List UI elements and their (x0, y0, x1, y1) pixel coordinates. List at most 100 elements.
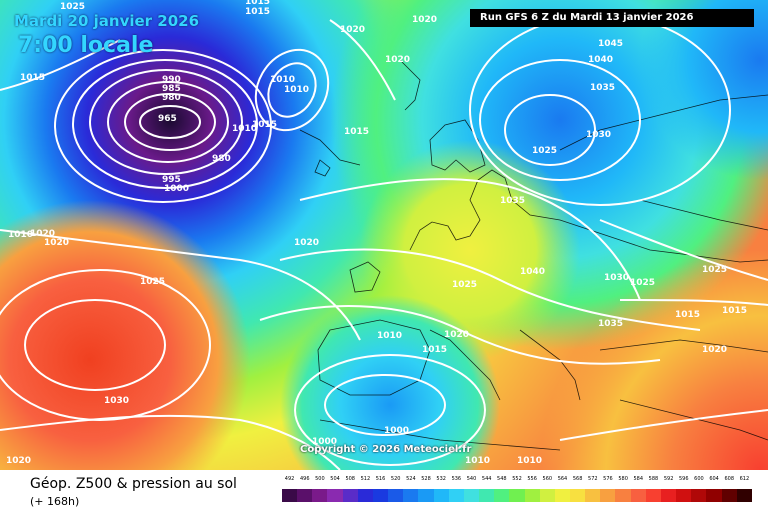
legend-swatch (615, 489, 631, 502)
isobar-label: 1030 (604, 273, 629, 283)
color-legend: 492 496 500 504 508 512 516 520 524 528 532 536 540 5… (282, 476, 752, 508)
isobar-label: 965 (158, 114, 177, 124)
isobar-label: 1000 (384, 426, 409, 436)
isobar-label: 1000 (312, 437, 337, 447)
product-title: Géop. Z500 & pression au sol (30, 476, 237, 492)
legend-swatch (660, 489, 677, 502)
footer-bar: Géop. Z500 & pression au sol (+ 168h) 49… (0, 470, 768, 512)
isobar-label: 1030 (104, 396, 129, 406)
legend-tick-label: 496 (299, 476, 310, 482)
isobar-label: 1015 (722, 306, 747, 316)
legend-tick-label: 588 (648, 476, 659, 482)
forecast-hour-label: (+ 168h) (30, 495, 80, 508)
isobar-label: 1015 (422, 345, 447, 355)
isobar-label: 1015 (20, 73, 45, 83)
isobar-label: 1025 (140, 277, 165, 287)
legend-swatch (676, 489, 692, 502)
legend-swatch (645, 489, 661, 502)
legend-tick-label: 536 (451, 476, 462, 482)
map-canvas: 1025 1015 1015 1020 1015 990 985 980 965… (0, 0, 768, 470)
legend-swatch (433, 489, 449, 502)
legend-tick-label: 604 (709, 476, 719, 482)
isobar-label: 1015 (252, 120, 277, 130)
legend-color-bar (282, 489, 752, 502)
isobar-label: 1015 (344, 127, 369, 137)
isobar-label: 1020 (412, 15, 437, 25)
isobar-label: 1045 (598, 39, 623, 49)
isobar-label: 980 (162, 93, 181, 103)
copyright-label: Copyright © 2026 Meteociel.fr (300, 444, 472, 455)
isobar-label: 1025 (532, 146, 557, 156)
coastlines (299, 59, 768, 451)
legend-tick-label: 584 (633, 476, 644, 482)
legend-tick-label: 596 (678, 476, 689, 482)
isobar-label: 1025 (452, 280, 477, 290)
legend-tick-label: 520 (390, 476, 401, 482)
valid-date-label: Mardi 20 janvier 2026 (14, 12, 200, 30)
legend-swatch (479, 489, 495, 502)
isobar-label: 1025 (630, 278, 655, 288)
legend-tick-label: 564 (557, 476, 568, 482)
isobar-label: 1030 (586, 130, 611, 140)
isobar-label: 1020 (385, 55, 410, 65)
legend-swatch (372, 489, 389, 502)
isobar-label: 990 (162, 75, 181, 85)
legend-tick-label: 532 (436, 476, 446, 482)
legend-labels: 492 496 500 504 508 512 516 520 524 528 532 536 540 5… (282, 476, 752, 486)
legend-tick-label: 600 (694, 476, 704, 482)
legend-tick-label: 540 (466, 476, 477, 482)
legend-swatch (630, 489, 646, 502)
legend-swatch (736, 489, 752, 502)
isobar-label: 1010 (232, 124, 257, 134)
legend-tick-label: 528 (421, 476, 431, 482)
isobars (0, 14, 768, 470)
isobar-label: 1015 (245, 0, 270, 7)
legend-tick-label: 508 (345, 476, 355, 482)
isobar-label: 1000 (164, 184, 189, 194)
legend-swatch (585, 489, 601, 502)
legend-swatch (539, 489, 555, 502)
legend-swatch (569, 489, 586, 502)
legend-swatch (509, 489, 525, 502)
isobar-label: 1040 (520, 267, 545, 277)
isobar-label: 1015 (675, 310, 700, 320)
isobar-label: 1020 (44, 238, 69, 248)
isobar-label: 1020 (294, 238, 319, 248)
legend-tick-label: 572 (588, 476, 598, 482)
isobar-label: 1040 (588, 55, 613, 65)
weather-map: 1025 1015 1015 1020 1015 990 985 980 965… (0, 0, 768, 470)
isobar-label: 1025 (60, 2, 85, 12)
isobar-label: 1020 (6, 456, 31, 466)
isobar-label: 985 (162, 84, 181, 94)
model-run-label: Run GFS 6 Z du Mardi 13 janvier 2026 (470, 9, 754, 27)
legend-tick-label: 548 (497, 476, 507, 482)
legend-swatch (297, 489, 313, 502)
legend-swatch (388, 489, 404, 502)
isobar-label: 1010 (465, 456, 490, 466)
isobar-label: 1010 (8, 230, 33, 240)
isobar-label: 1010 (284, 85, 309, 95)
isobar-label: 1010 (377, 331, 402, 341)
legend-swatch (312, 489, 328, 502)
legend-tick-label: 516 (375, 476, 386, 482)
isobar-label: 1010 (270, 75, 295, 85)
isobar-label: 1020 (444, 330, 469, 340)
legend-swatch (524, 489, 540, 502)
isobar-label: 1035 (590, 83, 615, 93)
isobar-label: 995 (162, 175, 181, 185)
legend-tick-label: 580 (618, 476, 628, 482)
legend-tick-label: 492 (284, 476, 295, 482)
legend-tick-label: 504 (330, 476, 340, 482)
legend-swatch (721, 489, 737, 502)
isobar-label: 980 (212, 154, 231, 164)
legend-swatch (494, 489, 510, 502)
legend-tick-label: 556 (527, 476, 537, 482)
legend-tick-label: 576 (603, 476, 613, 482)
legend-swatch (463, 489, 480, 502)
isobar-label: 1035 (598, 319, 623, 329)
isobar-label: 1020 (30, 229, 55, 239)
legend-tick-label: 544 (481, 476, 492, 482)
isobar-label: 1015 (245, 7, 270, 17)
legend-tick-label: 552 (512, 476, 522, 482)
isobar-label: 1010 (517, 456, 542, 466)
